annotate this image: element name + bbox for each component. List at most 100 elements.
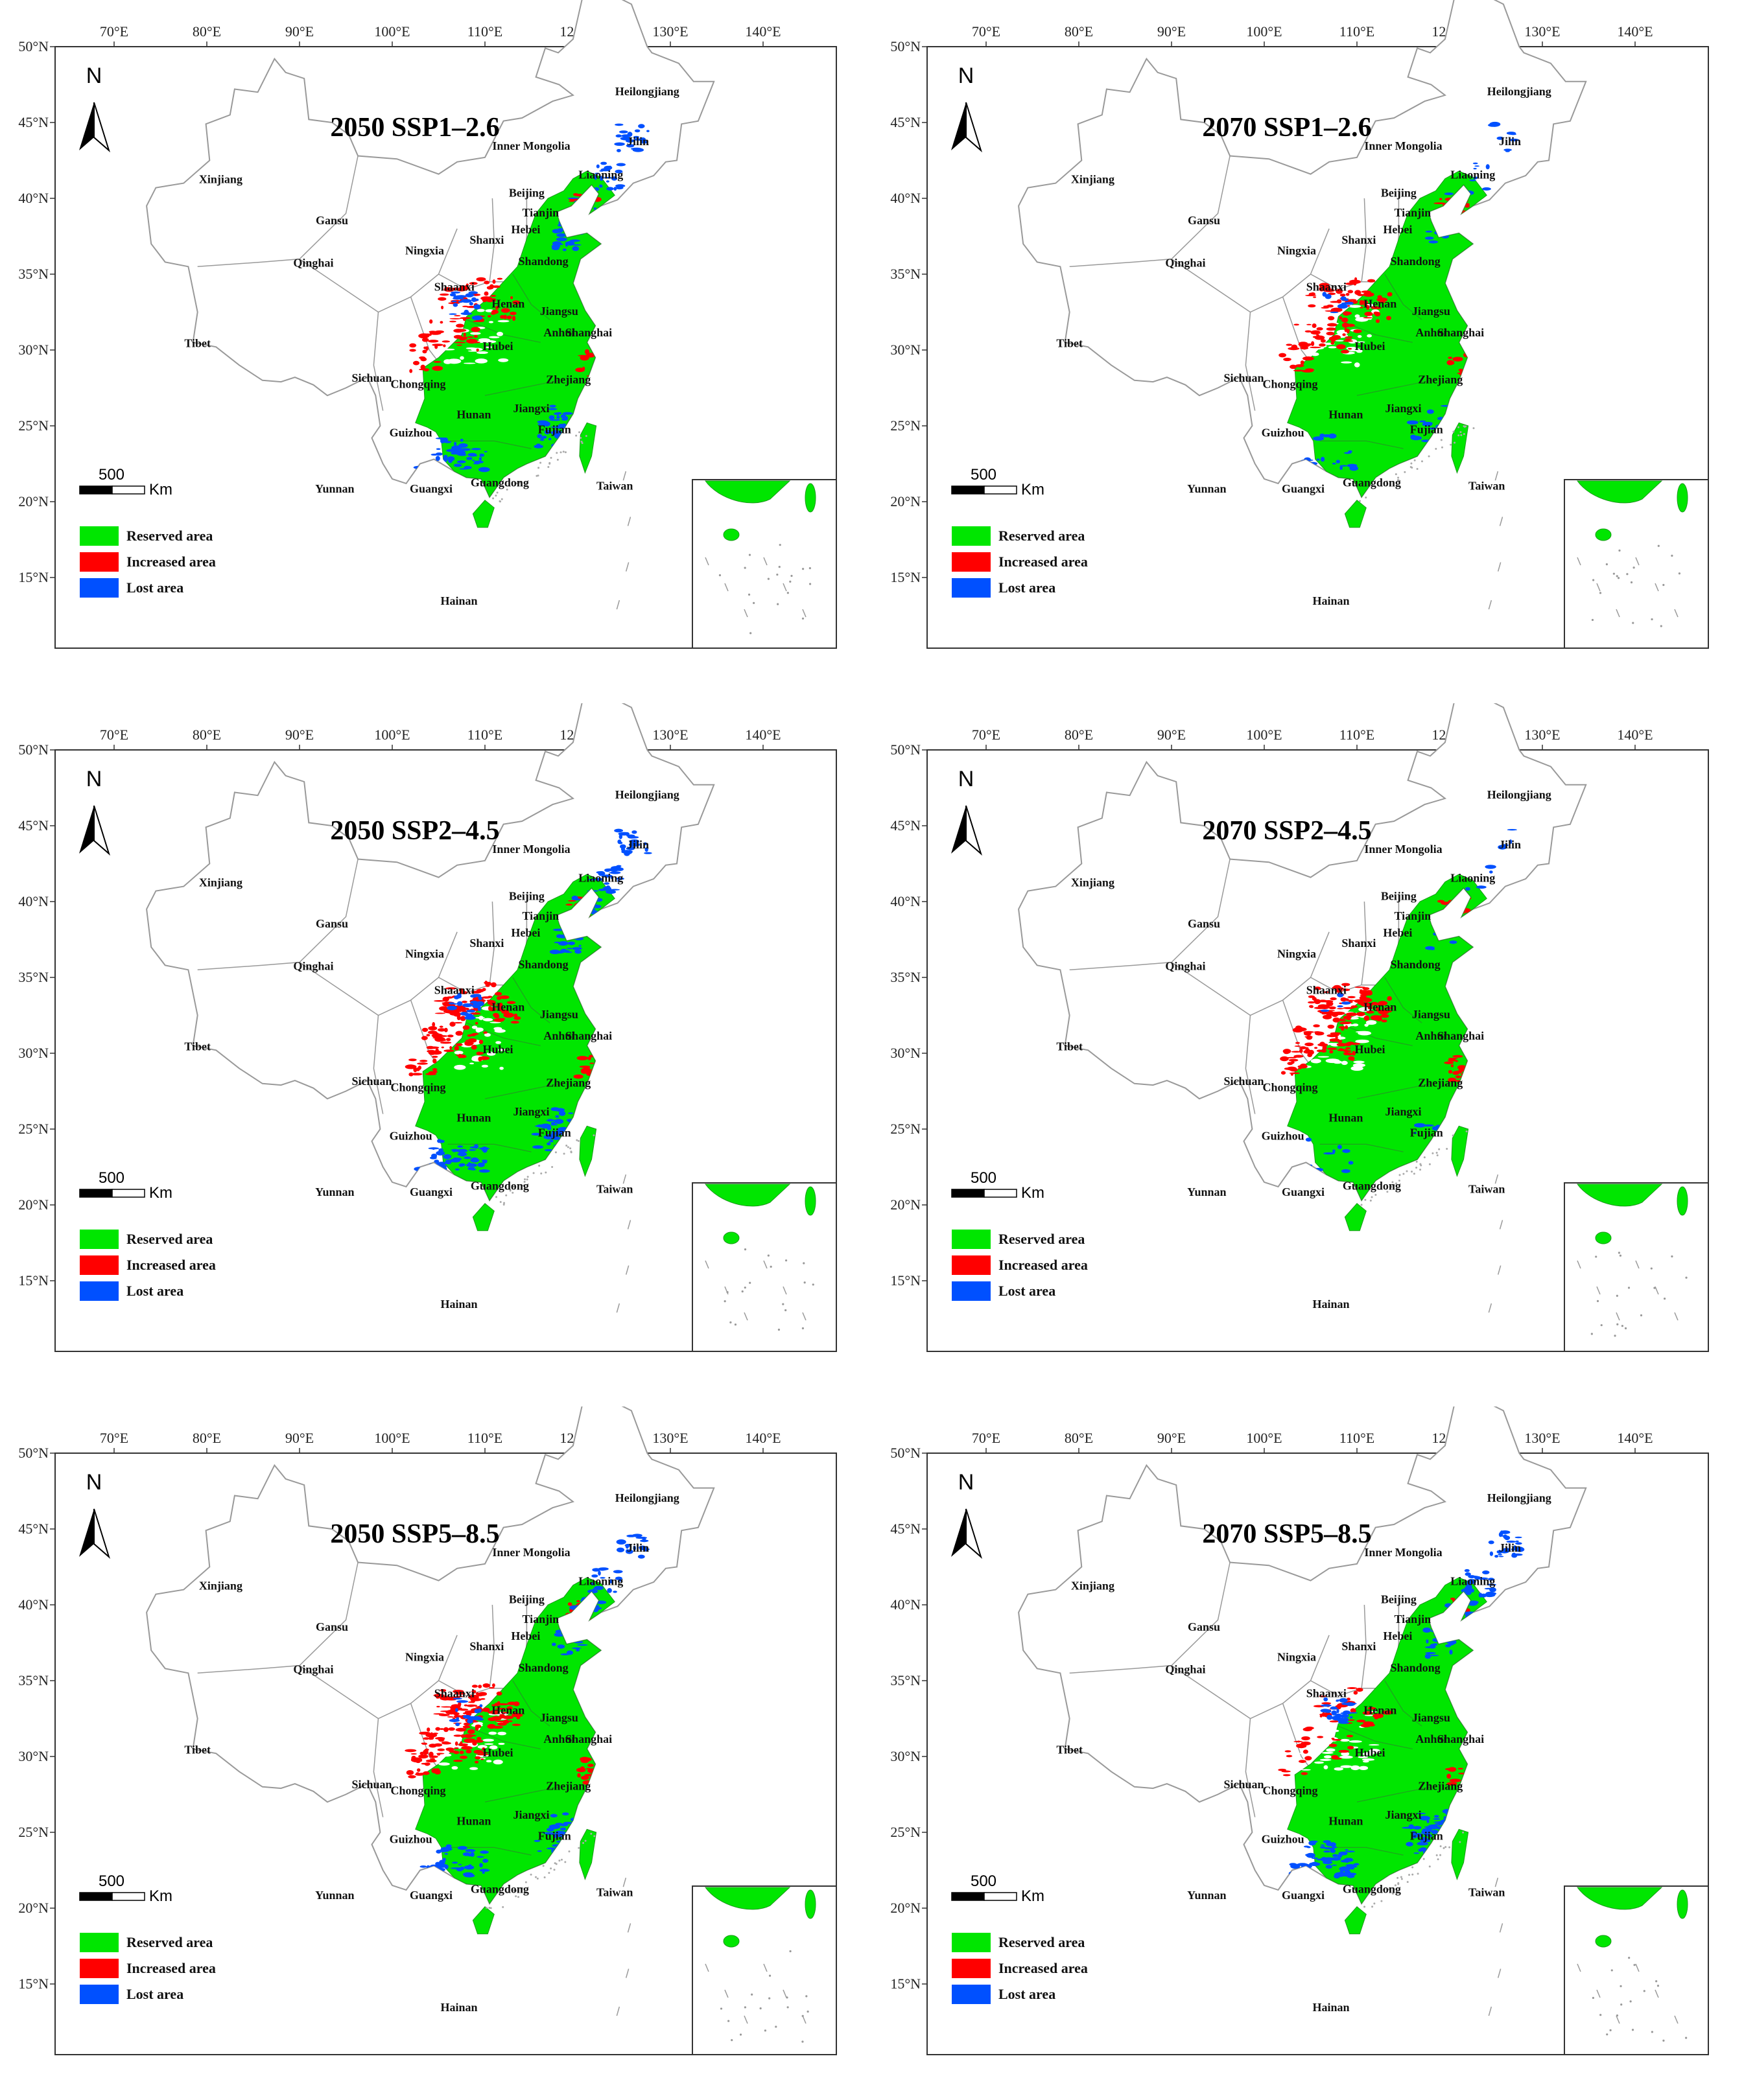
province-label: Xinjiang (199, 876, 242, 889)
increased-patch (1351, 1056, 1354, 1061)
increased-patch (587, 1056, 591, 1060)
lost-patch (624, 851, 630, 856)
lost-patch (453, 1003, 458, 1005)
lost-patch (1347, 463, 1358, 468)
legend-label: Increased area (126, 1960, 216, 1976)
increased-patch (1343, 1050, 1352, 1053)
increased-patch (1332, 1739, 1342, 1741)
lost-patch (458, 301, 463, 303)
lost-patch (1485, 1591, 1494, 1596)
increased-patch (1363, 303, 1367, 307)
province-label: Tibet (184, 1743, 211, 1756)
lost-patch (447, 456, 455, 461)
increased-patch (464, 1734, 473, 1738)
lost-patch (572, 947, 582, 950)
increased-patch (1381, 1020, 1387, 1023)
province-label: Jilin (1499, 838, 1521, 851)
lost-patch (620, 832, 629, 834)
increased-patch (450, 287, 460, 290)
increased-patch (456, 323, 464, 328)
increased-patch (512, 1723, 521, 1726)
lost-patch (604, 882, 610, 885)
increased-patch (443, 1049, 454, 1053)
increased-patch (1437, 900, 1444, 903)
province-label: Fujian (1410, 423, 1443, 436)
lost-patch (1425, 1651, 1436, 1655)
legend-label: Reserved area (998, 1231, 1085, 1247)
province-label: Liaoning (578, 169, 623, 181)
increased-patch (497, 1703, 509, 1705)
province-label: Beijing (509, 1593, 545, 1606)
lost-patch (477, 1856, 484, 1858)
lost-patch (1348, 1161, 1354, 1165)
lost-patch (578, 944, 582, 947)
increased-patch (478, 1040, 484, 1044)
lost-patch (1498, 1554, 1502, 1556)
province-label: Heilongjiang (615, 85, 679, 98)
lost-patch (1348, 450, 1352, 453)
lost-patch (1464, 1569, 1470, 1572)
lost-patch (458, 443, 468, 448)
legend-label: Lost area (998, 579, 1055, 596)
province-label: Heilongjiang (1487, 788, 1551, 801)
lost-patch (1431, 1830, 1439, 1834)
province-label: Guizhou (1262, 426, 1304, 439)
lat-tick-label: 25°N (18, 1824, 49, 1840)
increased-patch (429, 1046, 440, 1049)
increased-patch (1319, 1715, 1323, 1718)
province-label: Tianjin (522, 206, 559, 219)
increased-patch (584, 349, 590, 355)
province-label: Jilin (1499, 1541, 1521, 1554)
increased-patch (471, 1045, 476, 1049)
province-label: Inner Mongolia (492, 843, 570, 856)
legend-swatch-lost (80, 578, 119, 598)
lon-tick-label: 140°E (745, 23, 781, 40)
increased-patch (1347, 290, 1354, 294)
increased-patch (1348, 347, 1352, 350)
increased-patch (507, 1701, 517, 1705)
increased-patch (1314, 986, 1321, 990)
increased-patch (466, 338, 478, 344)
increased-patch (423, 346, 427, 349)
lost-patch (1332, 462, 1336, 465)
increased-patch (484, 291, 489, 296)
increased-patch (489, 1686, 495, 1689)
increased-patch (475, 1021, 478, 1025)
lost-patch (1316, 458, 1320, 461)
province-label: Hubei (1355, 1043, 1385, 1056)
lost-patch (617, 148, 621, 152)
scale-bar: 500 Km (79, 466, 172, 498)
legend-label: Reserved area (998, 1934, 1085, 1950)
lost-patch (431, 1153, 438, 1158)
province-label: Henan (491, 297, 524, 310)
lost-patch (609, 1579, 613, 1583)
lost-patch (1406, 420, 1419, 425)
lost-patch (456, 994, 462, 999)
increased-patch (488, 1007, 497, 1012)
increased-patch (1288, 1058, 1299, 1062)
increased-patch (458, 1709, 469, 1711)
province-border (373, 1718, 384, 1817)
province-label: Gansu (1188, 214, 1220, 227)
increased-patch (433, 1713, 445, 1715)
lost-patch (449, 1002, 454, 1005)
province-label: Anhui (1415, 1732, 1446, 1745)
increased-patch (495, 305, 499, 310)
lost-patch (1418, 1841, 1424, 1844)
lost-patch (567, 941, 576, 946)
lost-patch (1304, 1863, 1308, 1867)
lost-patch (1469, 179, 1476, 181)
province-label: Inner Mongolia (1364, 843, 1442, 856)
lost-patch (552, 241, 562, 246)
increased-patch (423, 333, 432, 336)
increased-patch (473, 320, 484, 322)
lost-patch (576, 1648, 580, 1651)
increased-patch (435, 1737, 445, 1740)
lost-patch (614, 828, 623, 833)
lost-patch (1402, 1826, 1413, 1829)
lat-tick-label: 30°N (890, 342, 921, 358)
lost-patch (543, 1135, 555, 1139)
lost-patch (598, 871, 606, 876)
increased-patch (1314, 1047, 1318, 1049)
increased-patch (418, 1754, 429, 1759)
